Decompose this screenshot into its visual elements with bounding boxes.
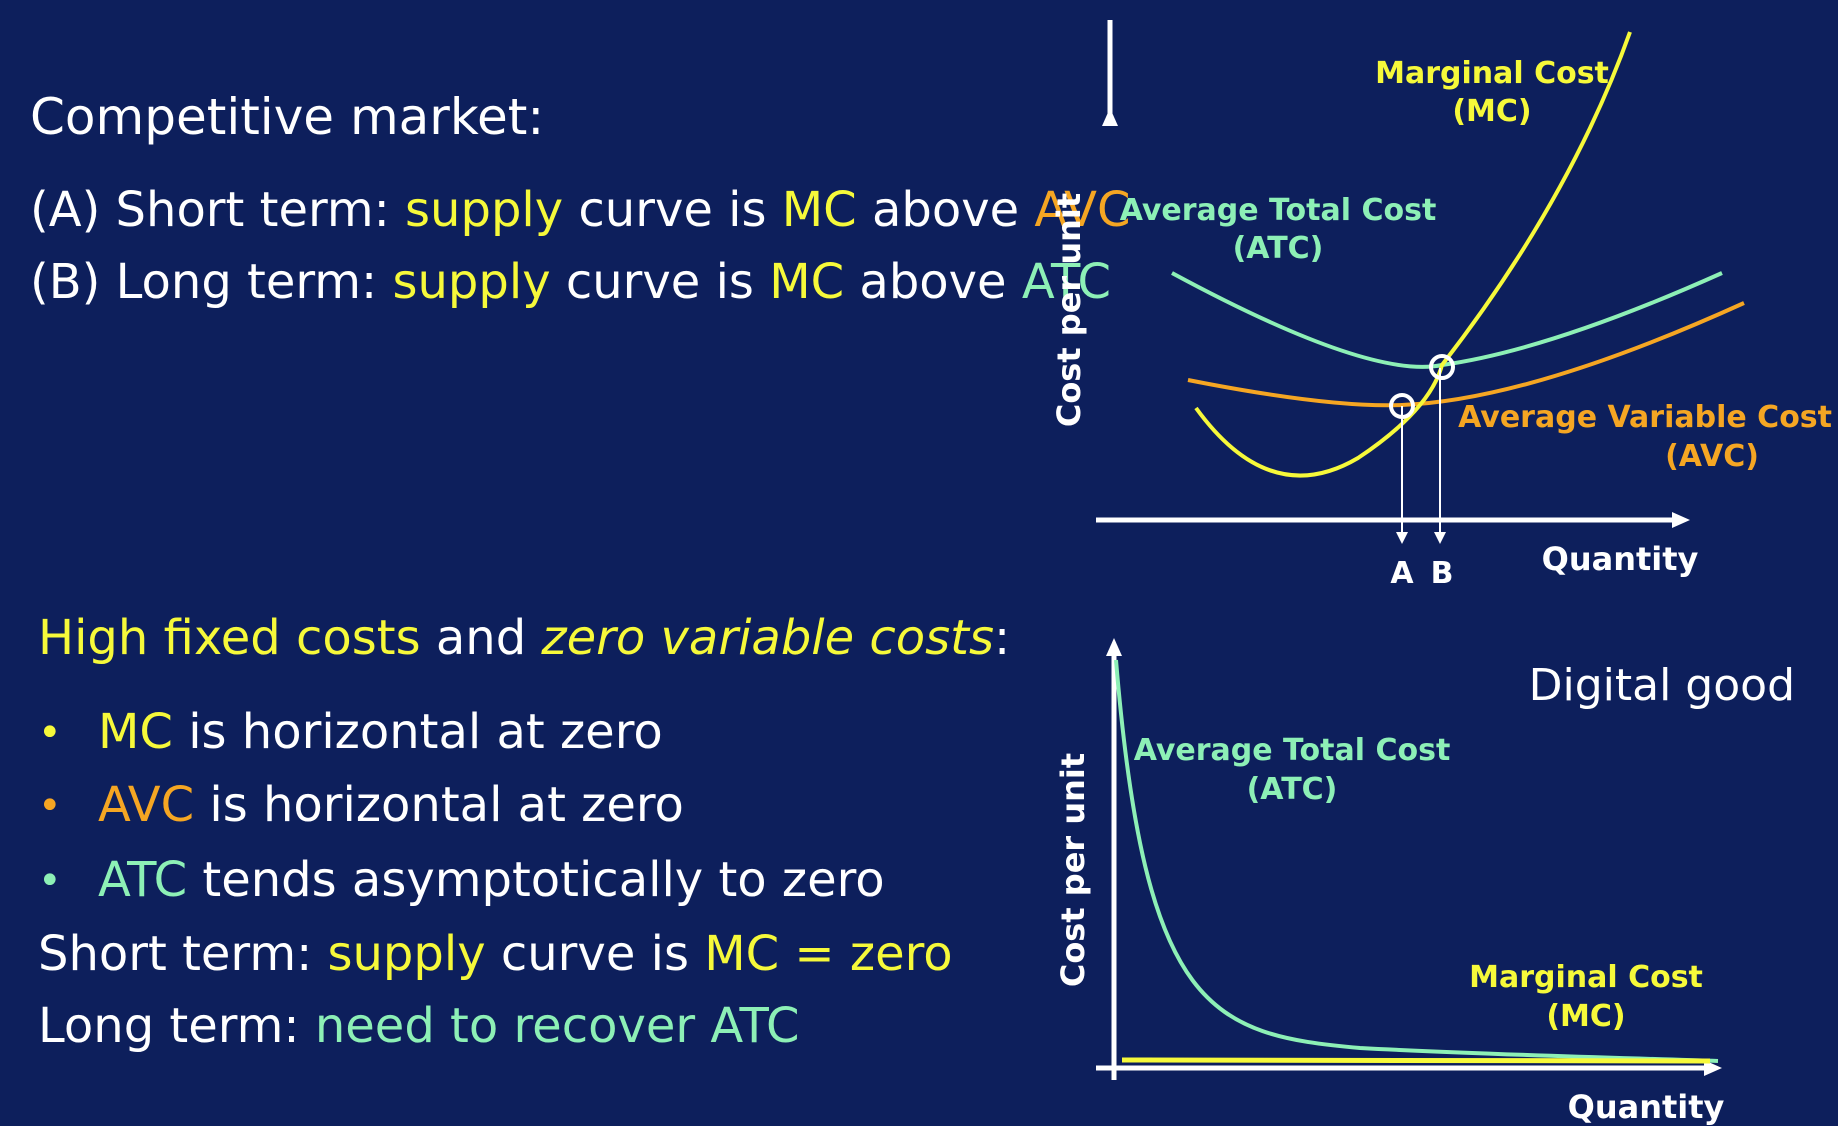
mc-line <box>1121 1057 1711 1064</box>
atc-label-line1: Average Total Cost <box>1134 733 1451 768</box>
line-b-curve-is: curve is <box>550 254 770 310</box>
line-a-avc: AVC <box>1034 182 1131 238</box>
y-axis-arrowhead <box>1102 108 1118 126</box>
line-a-prefix: (A) Short term: <box>30 182 406 238</box>
long-term-need: need to recover ATC <box>314 998 800 1054</box>
long-term-line-b: (B) Long term: supply curve is MC above … <box>30 254 1111 310</box>
mc-label-line1: Marginal Cost <box>1469 960 1703 995</box>
short-term-mc-zero: MC = zero <box>704 926 953 982</box>
short-term-line: Short term: supply curve is MC = zero <box>38 926 953 982</box>
bullet-avc-key: AVC <box>98 777 195 833</box>
mc-curve <box>1194 31 1632 478</box>
bullet-dot-avc: • <box>38 783 62 829</box>
line-b-above: above <box>844 254 1022 310</box>
competitive-market-heading: Competitive market: <box>30 88 544 146</box>
atc-label-line2: (ATC) <box>1247 772 1338 807</box>
bullet-avc: AVC is horizontal at zero <box>98 777 684 833</box>
bullet-atc-rest: tends asymptotically to zero <box>187 852 885 908</box>
line-a-mc: MC <box>781 182 857 238</box>
heading-text: Competitive market: <box>30 88 545 146</box>
long-term-line: Long term: need to recover ATC <box>38 998 800 1054</box>
atc-label-line2: (ATC) <box>1233 231 1324 266</box>
line-b-prefix: (B) Long term: <box>30 254 393 310</box>
heading-high-fixed: High fixed costs <box>38 610 421 666</box>
bullet-mc: MC is horizontal at zero <box>98 704 663 760</box>
avc-label-line2: (AVC) <box>1665 439 1759 474</box>
intersection-a-marker <box>1389 393 1415 419</box>
bullet-dot-mc: • <box>38 710 62 756</box>
intersection-b-marker <box>1429 354 1455 380</box>
line-a-above: above <box>856 182 1035 238</box>
short-term-line-a: (A) Short term: supply curve is MC above… <box>30 182 1131 238</box>
y-axis-label: Cost per unit <box>1050 193 1088 427</box>
atc-curve <box>1114 659 1719 1063</box>
bullet-avc-rest: is horizontal at zero <box>194 777 684 833</box>
line-b-supply: supply <box>392 254 551 310</box>
x-axis-arrowhead <box>1704 1060 1722 1076</box>
x-axis-label: Quantity <box>1542 540 1699 578</box>
bullet-dot-atc: • <box>38 858 62 904</box>
line-b-mc: MC <box>769 254 845 310</box>
avc-curve <box>1187 301 1745 408</box>
avc-label-line1: Average Variable Cost <box>1458 400 1832 435</box>
digital-good-diagram: Digital good Cost per unit Quantity Aver… <box>1054 638 1795 1126</box>
bullet-atc: ATC tends asymptotically to zero <box>98 852 885 908</box>
bullet-mc-key: MC <box>98 704 173 760</box>
atc-label-line1: Average Total Cost <box>1120 193 1437 228</box>
arrow-a <box>1396 532 1408 544</box>
short-term-curve-is: curve is <box>485 926 705 982</box>
heading-colon: : <box>994 610 1011 666</box>
line-a-curve-is: curve is <box>563 182 782 238</box>
long-term-prefix: Long term: <box>38 998 315 1054</box>
line-b-atc: ATC <box>1021 254 1111 310</box>
heading-and: and <box>420 610 542 666</box>
y-axis-label: Cost per unit <box>1054 753 1092 987</box>
chart-title: Digital good <box>1529 660 1795 711</box>
cost-curves-diagram: Cost per unit Quantity A B Marginal Cost… <box>1050 20 1832 591</box>
mc-label-line2: (MC) <box>1546 999 1625 1034</box>
marker-b-label: B <box>1431 556 1454 591</box>
bullet-mc-rest: is horizontal at zero <box>172 704 663 760</box>
marker-a-label: A <box>1390 556 1414 591</box>
arrow-b <box>1434 532 1446 544</box>
short-term-prefix: Short term: <box>38 926 328 982</box>
x-axis-arrowhead <box>1672 512 1690 528</box>
fixed-costs-heading: High fixed costs and zero variable costs… <box>38 610 1010 666</box>
line-a-supply: supply <box>405 182 564 238</box>
x-axis-label: Quantity <box>1568 1088 1725 1126</box>
bullet-atc-key: ATC <box>98 852 188 908</box>
atc-curve <box>1171 271 1723 369</box>
mc-label-line2: (MC) <box>1452 94 1531 129</box>
mc-label-line1: Marginal Cost <box>1375 56 1609 91</box>
y-axis-arrowhead <box>1106 638 1122 656</box>
short-term-supply: supply <box>327 926 486 982</box>
heading-zero-variable: zero variable costs <box>541 610 994 666</box>
